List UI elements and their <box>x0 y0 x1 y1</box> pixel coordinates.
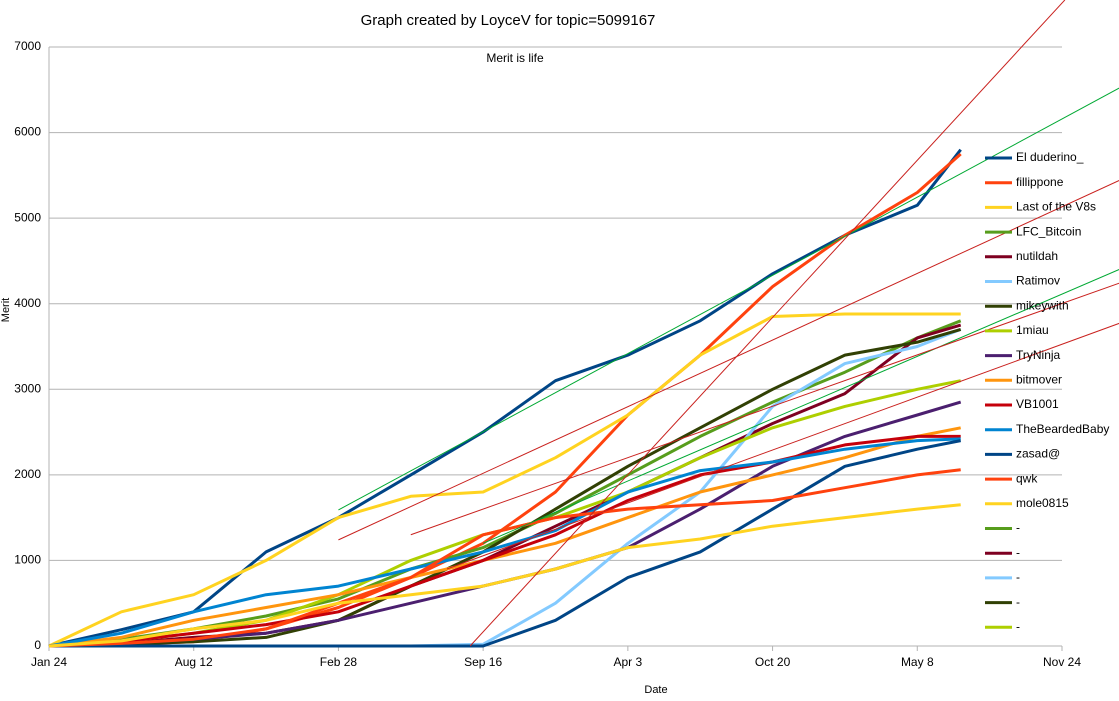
series-line <box>48 437 961 648</box>
y-tick-label: 6000 <box>14 125 41 139</box>
series-line <box>48 468 961 648</box>
series-line <box>48 434 961 648</box>
y-tick-label: 7000 <box>14 39 41 53</box>
chart-subtitle: Merit is life <box>486 51 544 65</box>
y-tick-label: 3000 <box>14 381 41 395</box>
legend-label: mole0815 <box>1016 496 1069 510</box>
legend-label: - <box>1016 595 1020 609</box>
series-line <box>48 312 961 648</box>
x-tick-label: Feb 28 <box>320 655 358 669</box>
trend-line <box>482 269 1119 544</box>
legend-label: Last of the V8s <box>1016 200 1096 214</box>
y-axis-label: Merit <box>0 298 12 322</box>
legend-label: mikeywith <box>1016 298 1069 312</box>
legend-label: fillippone <box>1016 175 1064 189</box>
legend-label: El duderino_ <box>1016 150 1084 164</box>
series-line <box>48 503 961 648</box>
legend-label: - <box>1016 619 1020 633</box>
trend-line <box>338 180 1119 541</box>
y-tick-label: 4000 <box>14 296 41 310</box>
y-tick-label: 5000 <box>14 210 41 224</box>
x-axis-label: Date <box>644 684 667 696</box>
chart-title: Graph created by LoyceV for topic=509916… <box>361 12 656 29</box>
x-tick-label: Jan 24 <box>31 655 67 669</box>
series-line <box>48 148 962 648</box>
trend-line <box>410 282 1119 536</box>
x-tick-label: Nov 24 <box>1043 655 1081 669</box>
x-tick-label: May 8 <box>901 655 934 669</box>
trend-line <box>446 322 1119 570</box>
series-line <box>49 328 962 648</box>
legend-label: qwk <box>1016 471 1038 485</box>
x-tick-label: Sep 16 <box>464 655 502 669</box>
series-line <box>48 327 962 648</box>
series-line <box>48 400 962 648</box>
legend-label: LFC_Bitcoin <box>1016 224 1081 238</box>
x-tick-label: Aug 12 <box>175 655 213 669</box>
y-tick-label: 0 <box>34 638 41 652</box>
legend-label: - <box>1016 570 1020 584</box>
legend-label: - <box>1016 521 1020 535</box>
legend-label: TheBeardedBaby <box>1016 422 1109 436</box>
series-line <box>48 426 961 648</box>
legend-label: zasad@ <box>1016 447 1060 461</box>
trend-line <box>469 0 1066 647</box>
legend-label: 1miau <box>1016 323 1049 337</box>
legend-label: TryNinja <box>1016 348 1061 362</box>
legend-label: nutildah <box>1016 249 1058 263</box>
y-tick-label: 2000 <box>14 467 41 481</box>
x-tick-label: Apr 3 <box>614 655 643 669</box>
series-line <box>48 152 962 648</box>
legend-label: - <box>1016 545 1020 559</box>
series-line <box>49 439 961 648</box>
legend-label: bitmover <box>1016 372 1062 386</box>
y-tick-label: 1000 <box>14 553 41 567</box>
x-tick-label: Oct 20 <box>755 655 791 669</box>
legend-label: VB1001 <box>1016 397 1059 411</box>
legend-label: Ratimov <box>1016 274 1060 288</box>
